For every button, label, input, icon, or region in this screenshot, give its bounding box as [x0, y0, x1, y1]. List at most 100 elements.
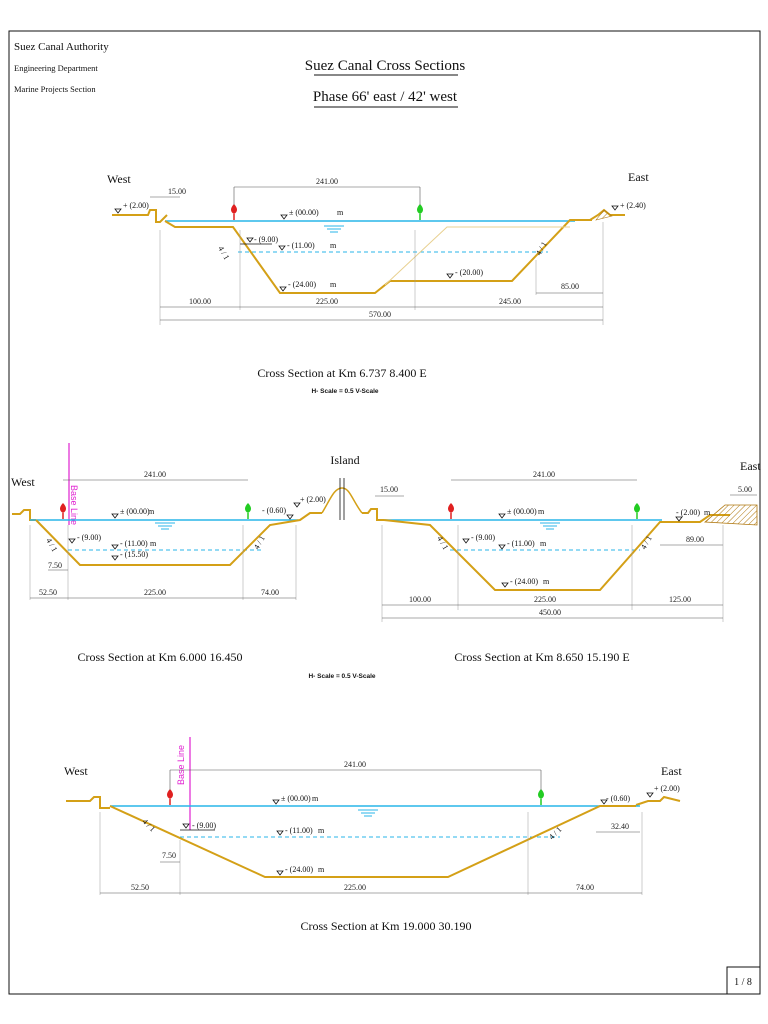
level-24: - (24.00) — [285, 865, 313, 874]
dim-15: 15.00 — [168, 187, 186, 196]
dim-241: 241.00 — [316, 177, 338, 186]
level-island-bank: + (2.00) — [300, 495, 326, 504]
level-20: - (20.00) — [455, 268, 483, 277]
section-name: Marine Projects Section — [14, 84, 96, 94]
svg-text:m: m — [538, 507, 545, 516]
level-9: - (9.00) — [471, 533, 495, 542]
level-0-60: - (0.60) — [262, 506, 286, 515]
east-label: East — [661, 764, 682, 778]
dept-name: Engineering Department — [14, 63, 98, 73]
cross-section-4: West East Base Line ± (00.00) m - (9.00)… — [64, 737, 682, 933]
dim-7-50: 7.50 — [162, 851, 176, 860]
svg-text:m: m — [150, 539, 157, 548]
cross-section-2: West Base Line ± (00.00) m - (9.00) - (1… — [11, 443, 363, 664]
west-label: West — [64, 764, 88, 778]
svg-text:4 / 1: 4 / 1 — [216, 245, 231, 262]
dim-100: 100.00 — [409, 595, 431, 604]
caption-section-1: Cross Section at Km 6.737 8.400 E — [257, 366, 426, 380]
level-east-bank: + (2.40) — [620, 201, 646, 210]
level-9: - (9.00) — [192, 821, 216, 830]
org-name: Suez Canal Authority — [14, 41, 109, 53]
svg-text:m: m — [318, 826, 325, 835]
level-11: - (11.00) — [507, 539, 535, 548]
svg-text:4 / 1: 4 / 1 — [534, 240, 549, 257]
dim-225: 225.00 — [316, 297, 338, 306]
island-label: Island — [330, 453, 359, 467]
canal-bed — [109, 805, 636, 878]
dim-32-40: 32.40 — [611, 822, 629, 831]
base-line-label: Base Line — [176, 745, 186, 785]
svg-text:m: m — [540, 539, 547, 548]
dim-100: 100.00 — [189, 297, 211, 306]
sheet-border — [8, 30, 761, 995]
dim-7-50: 7.50 — [48, 561, 62, 570]
base-line-label: Base Line — [69, 485, 79, 525]
svg-text:4 / 1: 4 / 1 — [141, 817, 157, 833]
level-15-50: - (15.50) — [120, 550, 148, 559]
title-line1: Suez Canal Cross Sections — [305, 58, 466, 74]
dim-125: 125.00 — [669, 595, 691, 604]
level-0-60: - (0.60) — [606, 794, 630, 803]
level-11: - (11.00) — [285, 826, 313, 835]
west-label: West — [107, 172, 131, 186]
svg-text:m: m — [312, 794, 319, 803]
caption-section-2: Cross Section at Km 6.000 16.450 — [78, 650, 243, 664]
svg-text:4 / 1: 4 / 1 — [639, 534, 654, 551]
svg-text:4 / 1: 4 / 1 — [44, 537, 59, 554]
dim-241: 241.00 — [344, 760, 366, 769]
dim-5: 5.00 — [738, 485, 752, 494]
level-9: - (9.00) — [254, 235, 278, 244]
svg-text:m: m — [148, 507, 155, 516]
dim-52-50: 52.50 — [39, 588, 57, 597]
dim-52-50: 52.50 — [131, 883, 149, 892]
dim-85: 85.00 — [561, 282, 579, 291]
page-number-box — [726, 966, 761, 995]
svg-text:4 / 1: 4 / 1 — [547, 825, 563, 841]
canal-bed — [35, 512, 322, 566]
level-east-bank: + (2.00) — [654, 784, 680, 793]
level-west-bank: + (2.00) — [123, 201, 149, 210]
dim-15: 15.00 — [380, 485, 398, 494]
level-water: ± (00.00) — [289, 208, 319, 217]
level-water: ± (00.00) — [507, 507, 537, 516]
level-2: - (2.00) — [676, 508, 700, 517]
dim-74: 74.00 — [576, 883, 594, 892]
dim-225: 225.00 — [344, 883, 366, 892]
level-water: ± (00.00) — [281, 794, 311, 803]
caption-section-3: Cross Section at Km 8.650 15.190 E — [454, 650, 629, 664]
east-label: East — [740, 459, 761, 473]
dim-241: 241.00 — [144, 470, 166, 479]
svg-text:m: m — [330, 241, 337, 250]
svg-text:m: m — [543, 577, 550, 586]
cross-section-3: East ± (00.00) m - (9.00) - (11.00) m - … — [362, 459, 761, 664]
svg-text:m: m — [330, 280, 337, 289]
svg-text:m: m — [704, 508, 711, 517]
level-9: - (9.00) — [77, 533, 101, 542]
east-label: East — [628, 170, 649, 184]
cross-section-1: West East + (2.00) + (2.40) ± (00.00) m … — [107, 170, 649, 395]
caption-section-4: Cross Section at Km 19.000 30.190 — [301, 919, 472, 933]
scale-note-2: H- Scale = 0.5 V-Scale — [308, 673, 375, 680]
svg-text:m: m — [337, 208, 344, 217]
svg-text:4 / 1: 4 / 1 — [435, 535, 450, 552]
dim-225: 225.00 — [144, 588, 166, 597]
svg-text:4 / 1: 4 / 1 — [252, 534, 267, 551]
dim-89: 89.00 — [686, 535, 704, 544]
level-24: - (24.00) — [510, 577, 538, 586]
scale-note-1: H- Scale = 0.5 V-Scale — [311, 388, 378, 395]
dim-245: 245.00 — [499, 297, 521, 306]
dim-241: 241.00 — [533, 470, 555, 479]
level-water: ± (00.00) — [120, 507, 150, 516]
west-label: West — [11, 475, 35, 489]
dim-225: 225.00 — [534, 595, 556, 604]
page-number: 1 / 8 — [734, 977, 752, 988]
canal-bed — [383, 514, 730, 591]
dim-570: 570.00 — [369, 310, 391, 319]
dim-450: 450.00 — [539, 608, 561, 617]
level-11: - (11.00) — [287, 241, 315, 250]
level-24: - (24.00) — [288, 280, 316, 289]
title-line2: Phase 66' east / 42' west — [313, 89, 458, 105]
svg-text:m: m — [318, 865, 325, 874]
level-11: - (11.00) — [120, 539, 148, 548]
